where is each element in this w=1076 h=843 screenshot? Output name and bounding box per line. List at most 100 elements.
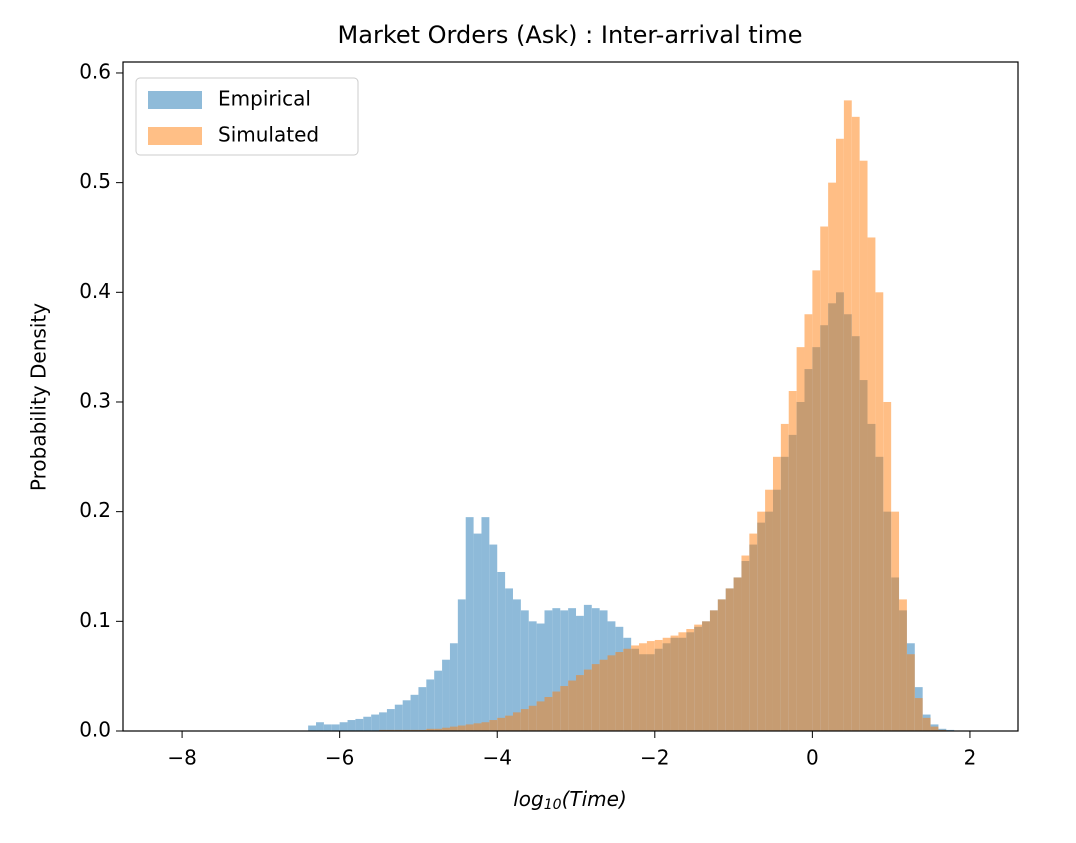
bar [442,727,450,731]
bar [843,100,852,731]
bar [828,182,837,731]
bar [812,270,821,731]
bar [733,577,742,731]
bar [906,654,915,731]
bar [363,716,372,731]
bar [402,700,411,731]
bar [576,615,584,731]
series-bars [379,100,947,732]
bar [788,391,797,731]
bar [536,623,545,731]
bar [639,643,647,731]
bar [426,679,435,731]
bar [709,610,718,731]
bar [536,701,545,731]
bar [615,652,624,731]
bar [875,292,884,731]
bar [465,724,474,731]
x-label-part: log [513,787,544,811]
bar [765,489,773,731]
bar [820,226,829,732]
bar [481,517,490,731]
bar [741,555,750,731]
bar [520,610,529,731]
bar [899,599,907,731]
bar [725,588,734,731]
bar [749,533,758,731]
bar [796,347,805,731]
bar [371,714,380,731]
bar [316,722,324,731]
legend-label: Empirical [218,87,311,111]
bar [520,709,529,731]
bar [426,728,435,731]
bar [607,655,616,731]
bar [331,724,340,731]
bar [836,138,844,731]
x-axis-label: log10(Time) [513,787,627,814]
bar [449,643,458,731]
bar [512,712,521,731]
bar [922,717,931,731]
bar [583,604,592,731]
bar [914,698,923,731]
bar [560,610,569,731]
bar [489,544,498,731]
bar [702,621,710,731]
bar [410,694,419,731]
bar [780,423,789,731]
bar [772,456,781,731]
bar [930,726,939,731]
legend-swatch [148,91,202,109]
bar [457,599,466,731]
bar [473,533,482,731]
bar [717,599,726,731]
y-tick-label: 0.6 [79,59,111,83]
bar [379,712,387,731]
y-tick-label: 0.3 [79,388,111,412]
bar [434,670,443,731]
bar [434,728,443,731]
bar [686,629,695,731]
bar [544,697,553,731]
y-tick-label: 0.1 [79,608,111,632]
bar [662,637,671,731]
bar [883,401,892,731]
bar [859,160,868,731]
bar [489,720,498,731]
x-label-part: (Time) [562,787,627,811]
bar [623,648,632,731]
x-tick-label: 2 [964,746,977,770]
y-tick-label: 0.4 [79,279,111,303]
bar [347,720,356,731]
y-tick-label: 0.2 [79,498,111,522]
bar [481,722,490,731]
bar [497,571,506,731]
bar [552,608,561,731]
x-tick-label: −8 [167,746,196,770]
bar [646,641,655,731]
bar [442,659,450,731]
x-tick-label: 0 [806,746,819,770]
bar [891,511,900,731]
bar [576,675,584,731]
bar [599,659,608,731]
bar [528,621,537,731]
bar [505,588,513,731]
bar [418,687,427,731]
legend-label: Simulated [218,123,319,147]
bar [757,511,766,731]
x-tick-label: −6 [325,746,354,770]
legend-swatch [148,127,202,145]
y-tick-label: 0.5 [79,169,111,193]
bar [308,725,317,731]
bar [512,599,521,731]
x-tick-label: −2 [640,746,669,770]
bar [544,610,553,731]
bar [694,624,703,731]
bar [465,517,474,731]
bar [552,691,561,731]
bar [386,709,395,731]
bar [568,608,577,731]
y-axis-label: Probability Density [27,303,51,491]
